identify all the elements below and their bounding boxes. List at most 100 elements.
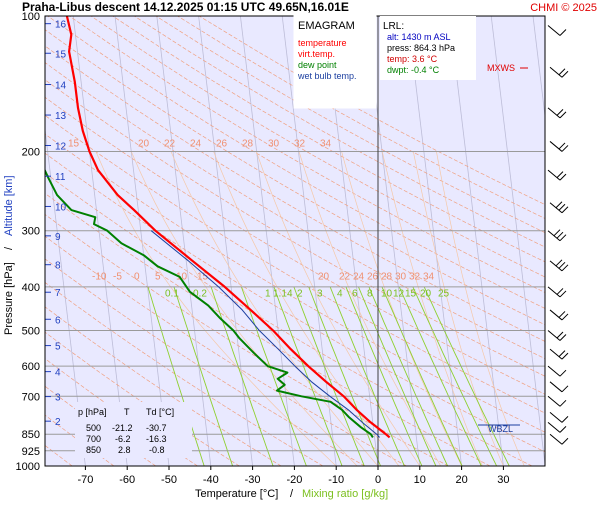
y-tick-label: 700 (22, 391, 40, 403)
wind-barb-shaft (550, 310, 562, 320)
table-header-p: p [hPa] (78, 407, 107, 417)
adiabat-label: 24 (353, 271, 365, 282)
wind-barb-shaft (548, 287, 560, 297)
x-tick-label: 0 (375, 474, 381, 486)
wind-barb-icon (550, 349, 568, 359)
altitude-tick-label: 8 (55, 261, 61, 272)
y-tick-label: 1000 (16, 461, 40, 473)
altitude-tick-label: 14 (55, 81, 67, 92)
mixing-ratio-label: 0.2 (193, 288, 207, 299)
x-tick-label: -70 (77, 474, 93, 486)
wind-barb-icon (548, 170, 566, 180)
adiabat-label: 34 (423, 271, 435, 282)
wind-barb-flag (562, 353, 568, 359)
wind-barb-icon (550, 434, 568, 444)
altitude-tick-label: 9 (55, 232, 61, 243)
wind-barb-icon (548, 422, 566, 432)
y-axis-altitude-title: Altitude [km] (3, 175, 15, 236)
adiabat-label: -10 (92, 271, 107, 282)
wind-barb-flag (562, 265, 568, 271)
wind-barb-flag (559, 69, 565, 75)
adiabat-label: -5 (113, 271, 122, 282)
wind-barb-flag (562, 438, 568, 444)
wind-barb-flag (557, 232, 563, 238)
x-tick-label: -40 (203, 474, 219, 486)
adiabat-label: 22 (339, 271, 351, 282)
x-tick-label: 10 (414, 474, 426, 486)
altitude-tick-label: 11 (55, 172, 66, 183)
wind-barb-shaft (548, 108, 560, 118)
wind-barb-flag (562, 207, 568, 213)
wind-barb-icon (550, 412, 568, 422)
y-tick-label: 925 (22, 446, 40, 458)
x-axis-title: Temperature [°C] (195, 488, 278, 500)
adiabat-label: 5 (155, 271, 161, 282)
wind-barb-icon (550, 202, 568, 213)
altitude-tick-label: 16 (55, 20, 67, 31)
wind-barb-flag (560, 335, 566, 341)
wind-barb-icon (548, 26, 566, 36)
wind-barb-flag (560, 174, 566, 180)
mixing-ratio-label: 20 (420, 288, 432, 299)
wind-barb-shaft (550, 434, 562, 444)
x-tick-label: -60 (119, 474, 135, 486)
table-header-td: Td [°C] (146, 407, 174, 417)
x-axis-separator: / (290, 488, 294, 500)
x-tick-label: -20 (286, 474, 302, 486)
wind-barb-flag (557, 172, 563, 178)
wind-barb-flag (562, 145, 568, 151)
table-cell: -6.2 (115, 434, 131, 444)
mxws-label: MXWS (487, 63, 515, 73)
legend-title: EMAGRAM (298, 20, 355, 32)
altitude-tick-label: 3 (55, 393, 61, 404)
wind-barb-flag (557, 332, 563, 338)
mixing-ratio-label: 0.1 (165, 288, 179, 299)
mixing-ratio-label: 10 (381, 288, 393, 299)
wind-barb-icon (548, 287, 566, 297)
mixing-ratio-label: 8 (367, 288, 373, 299)
y-axis-separator: / (3, 246, 15, 250)
wind-barb-flag (562, 386, 568, 392)
x-axis-secondary-title: Mixing ratio [g/kg] (302, 488, 388, 500)
altitude-tick-label: 7 (55, 288, 61, 299)
wind-barb-icon (548, 230, 566, 241)
x-tick-label: -50 (161, 474, 177, 486)
wind-barb-icon (550, 141, 568, 151)
altitude-tick-label: 12 (55, 142, 67, 153)
mixing-ratio-label: 1.1 (273, 288, 287, 299)
y-tick-label: 500 (22, 326, 40, 338)
adiabat-label: 26 (367, 271, 379, 282)
altitude-tick-label: 4 (55, 368, 61, 379)
mixing-ratio-label: 1 (265, 288, 271, 299)
legend-dew-point: dew point (298, 60, 337, 70)
wind-barb-flag (559, 311, 565, 317)
wind-barb-icon (548, 331, 566, 341)
adiabat-label: 22 (164, 139, 176, 150)
y-axis-title: Pressure [hPa] (3, 262, 15, 335)
legend-temperature: temperature (298, 38, 347, 48)
legend: EMAGRAM temperature virt.temp. dew point… (294, 16, 376, 108)
wind-barb-shaft (550, 349, 562, 359)
adiabat-label: 26 (216, 139, 228, 150)
mixing-ratio-label: 2 (297, 288, 303, 299)
wind-barb-flag (559, 262, 565, 268)
wind-barb-shaft (550, 141, 562, 151)
table-header-t: T (124, 407, 130, 417)
wind-barb-shaft (548, 422, 560, 432)
isotherm-line (0, 16, 2, 466)
altitude-tick-label: 15 (55, 49, 67, 60)
wind-barb-icon (550, 310, 568, 320)
wind-barb-icon (548, 366, 566, 376)
mixing-ratio-label: 15 (405, 288, 417, 299)
adiabat-label: 15 (68, 139, 80, 150)
y-tick-label: 600 (22, 361, 40, 373)
table-cell: -21.2 (112, 423, 133, 433)
x-tick-label: -30 (245, 474, 261, 486)
table-cell: -16.3 (146, 434, 167, 444)
wind-barb-flag (557, 109, 563, 115)
legend-virt-temp: virt.temp. (298, 49, 335, 59)
wind-barb-flag (557, 288, 563, 294)
